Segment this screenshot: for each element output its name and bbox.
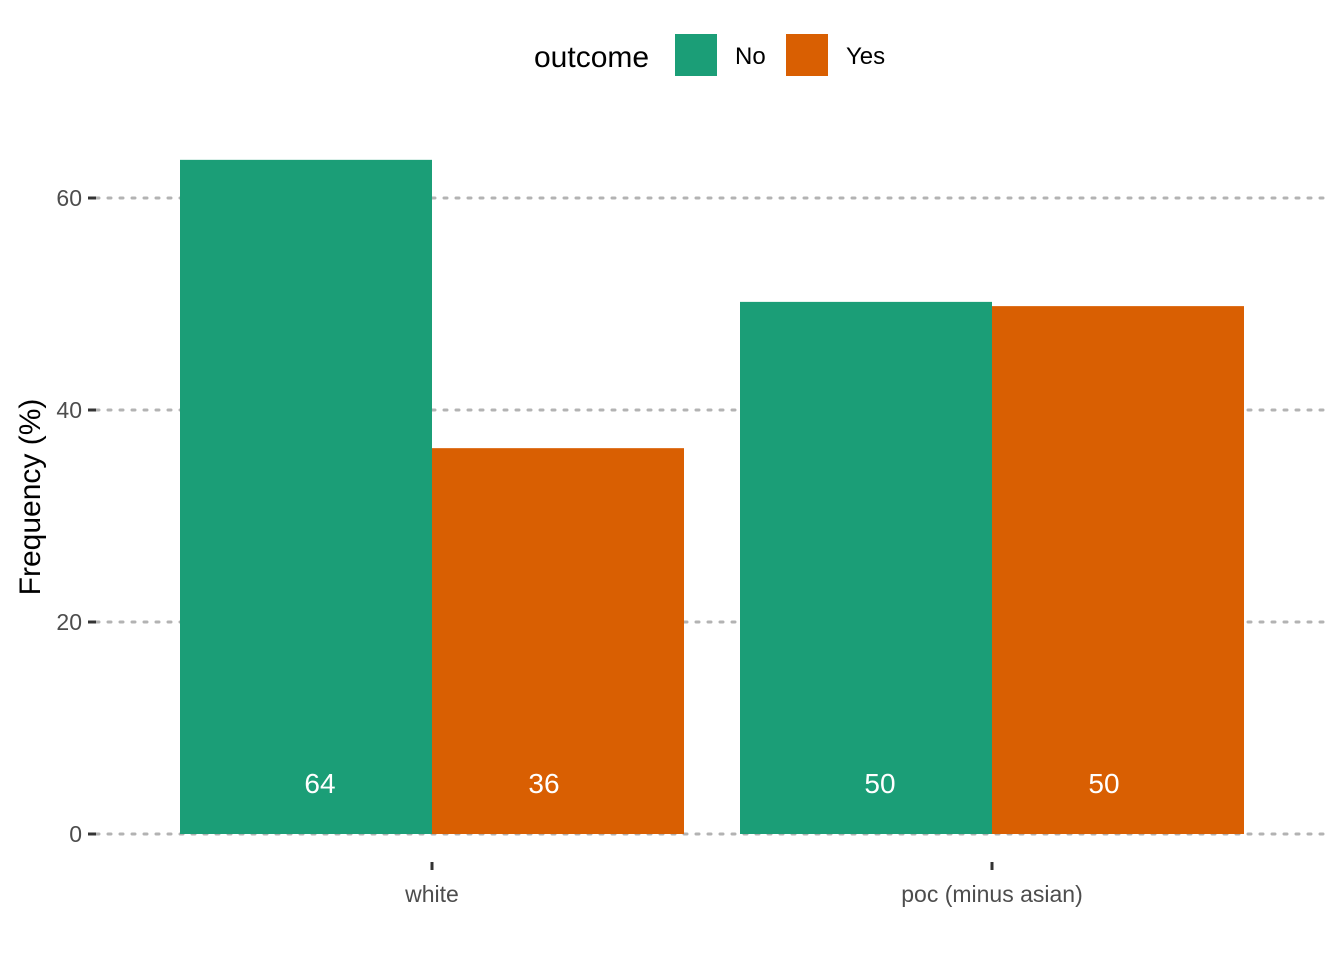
data-label: 50 bbox=[864, 768, 895, 799]
bar-no-1 bbox=[740, 301, 992, 834]
data-label: 64 bbox=[304, 768, 335, 799]
data-labels: 64 36 50 50 bbox=[304, 768, 1119, 799]
y-tick-label: 0 bbox=[69, 821, 82, 847]
x-tick-label: poc (minus asian) bbox=[901, 881, 1083, 907]
legend-label-no: No bbox=[735, 43, 766, 70]
y-tick-label: 60 bbox=[56, 185, 82, 211]
y-tick-label: 20 bbox=[56, 609, 82, 635]
y-tick-label: 40 bbox=[56, 397, 82, 423]
legend-key-yes bbox=[786, 34, 828, 76]
legend: outcome No Yes bbox=[534, 34, 885, 76]
bar-yes-0 bbox=[432, 448, 684, 834]
x-axis: white poc (minus asian) bbox=[404, 862, 1083, 907]
legend-label-yes: Yes bbox=[846, 43, 885, 70]
data-label: 50 bbox=[1088, 768, 1119, 799]
y-axis: 0 20 40 60 bbox=[56, 185, 96, 847]
bar-no-0 bbox=[180, 159, 432, 835]
x-tick-label: white bbox=[404, 881, 459, 907]
y-axis-title: Frequency (%) bbox=[14, 399, 47, 596]
bar-yes-1 bbox=[992, 306, 1244, 834]
legend-key-no bbox=[675, 34, 717, 76]
data-label: 36 bbox=[528, 768, 559, 799]
legend-title: outcome bbox=[534, 41, 649, 74]
bars bbox=[180, 159, 1244, 835]
